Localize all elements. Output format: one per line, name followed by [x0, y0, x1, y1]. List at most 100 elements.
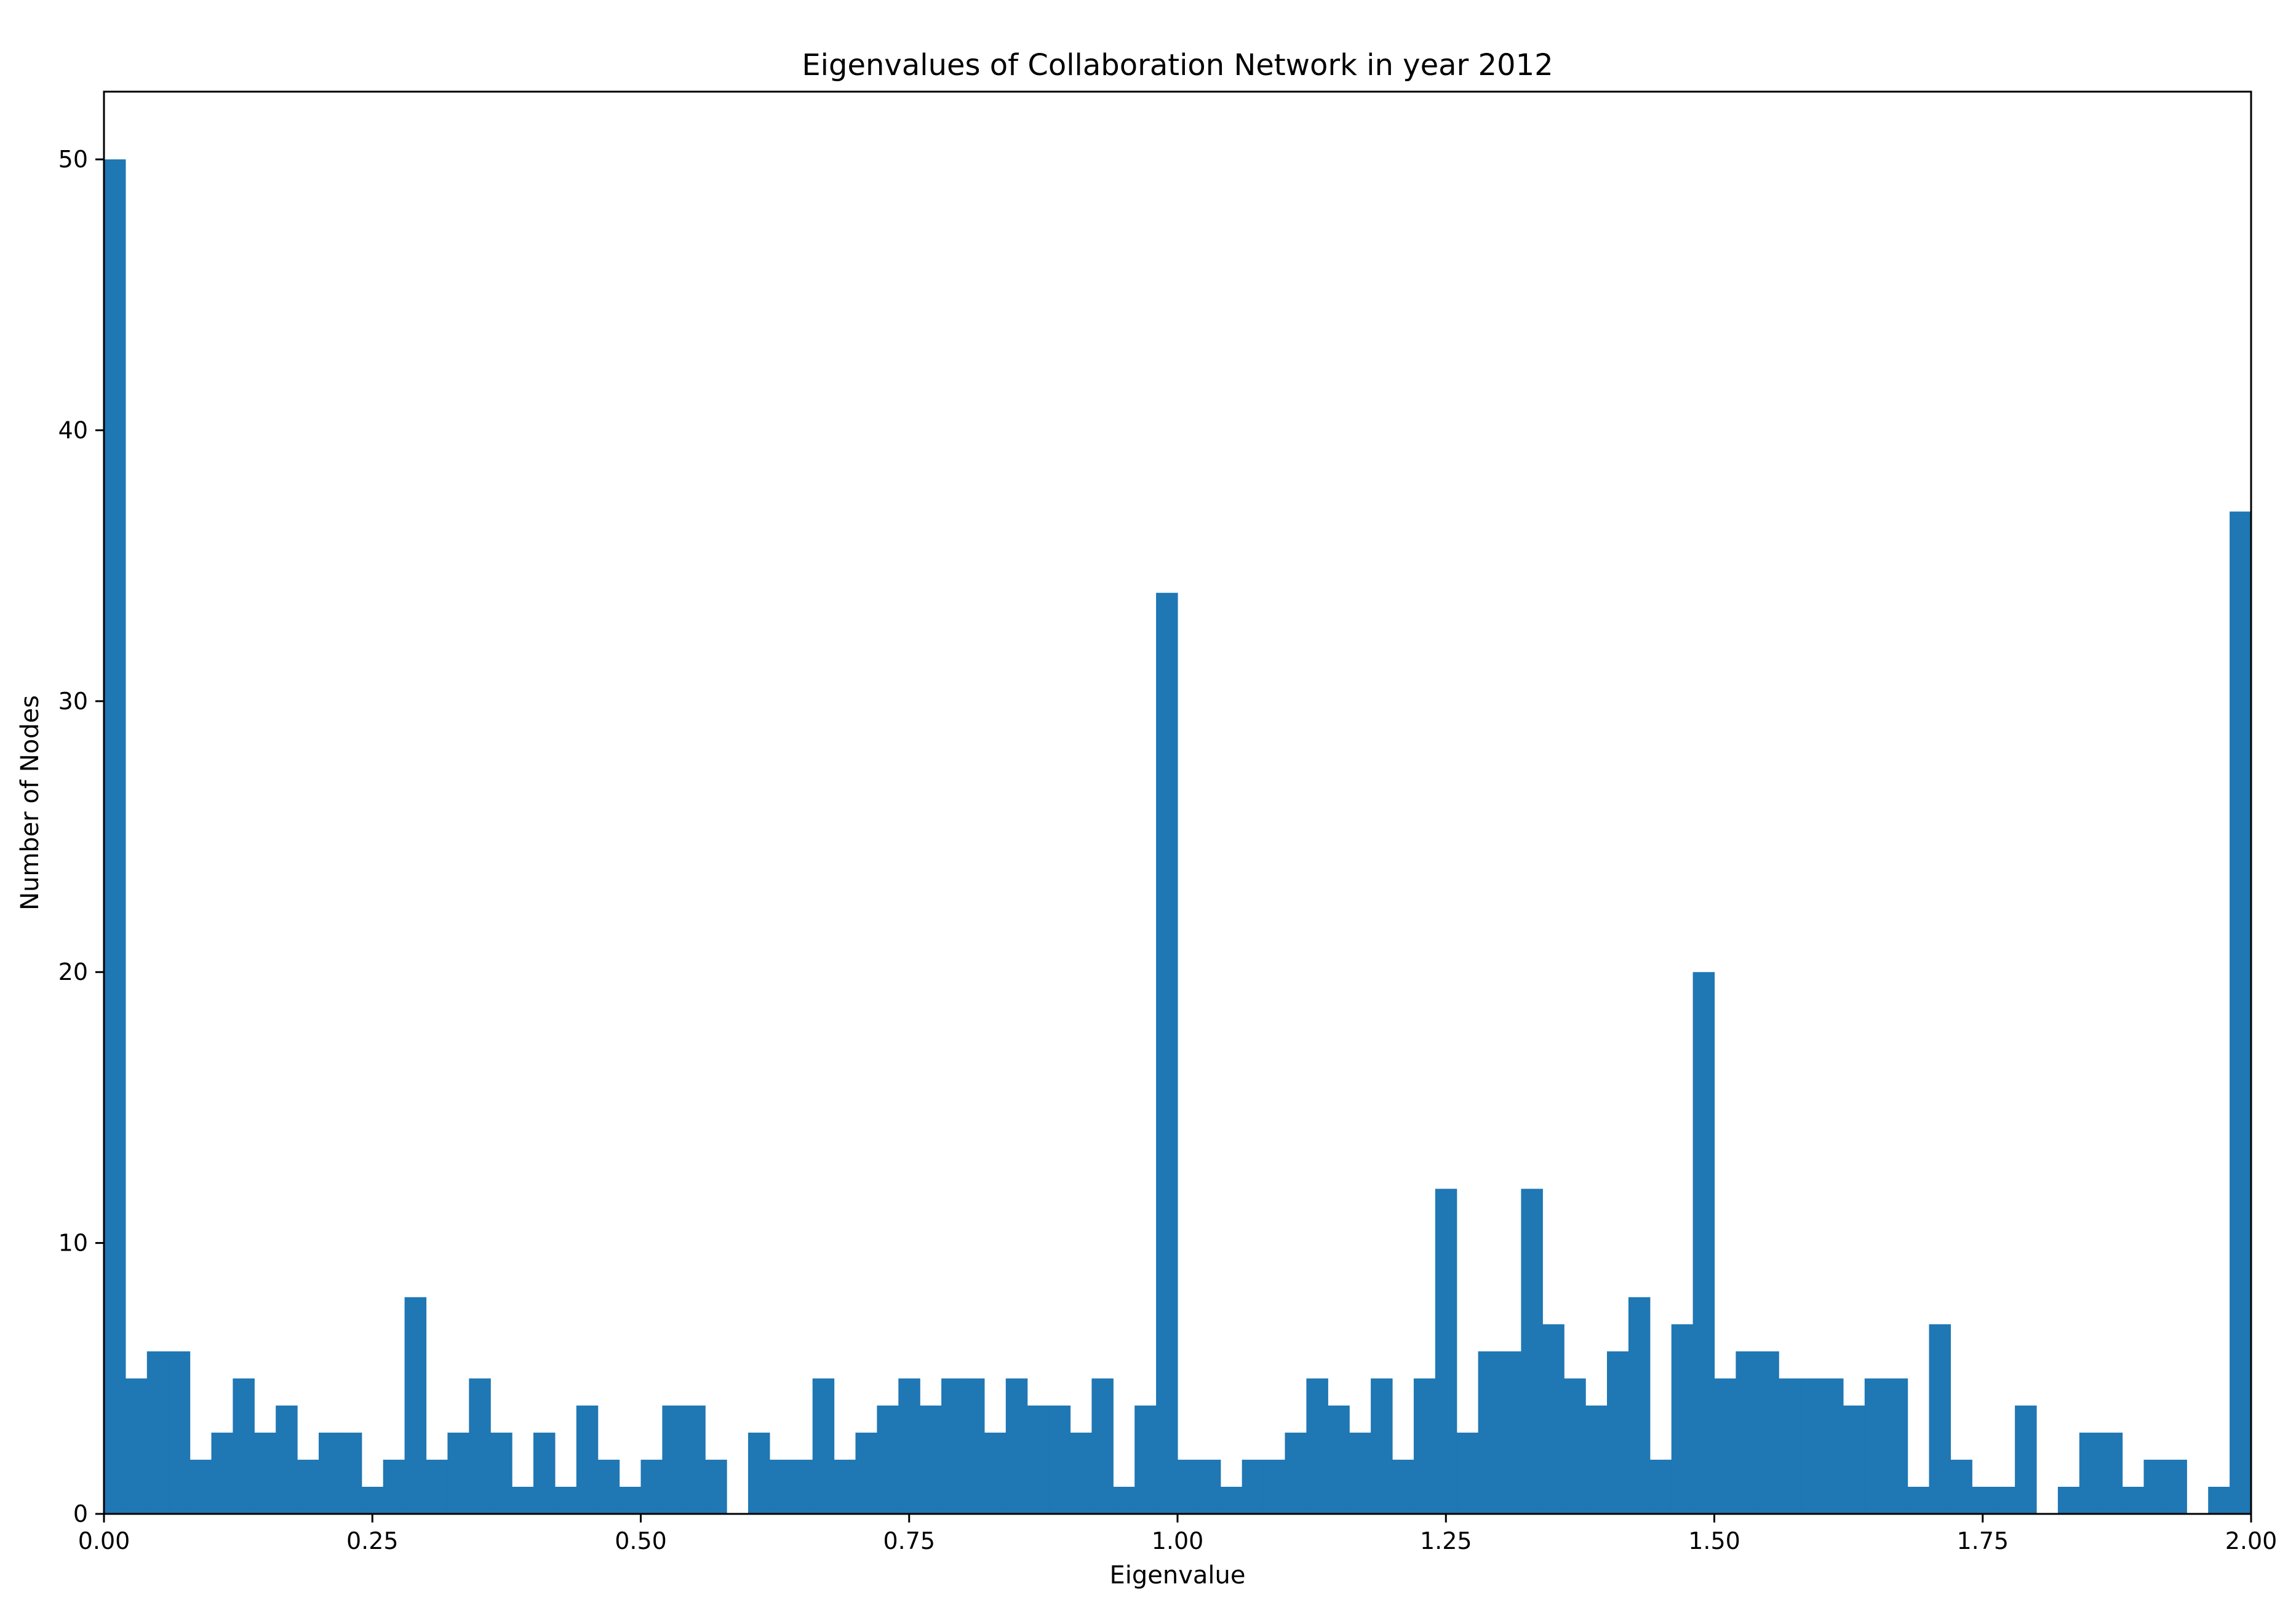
- x-tick-label: 0.50: [615, 1527, 667, 1554]
- histogram-bar: [1392, 1459, 1414, 1514]
- histogram-bar: [2057, 1486, 2080, 1514]
- histogram-bar: [834, 1459, 856, 1514]
- histogram-bar: [146, 1351, 169, 1514]
- histogram-bar: [2100, 1432, 2123, 1514]
- histogram-bar: [168, 1351, 191, 1514]
- histogram-bar: [1005, 1378, 1028, 1514]
- histogram-bar: [684, 1405, 706, 1514]
- x-tick-label: 1.75: [1956, 1527, 2009, 1554]
- histogram-bar: [1413, 1378, 1436, 1514]
- x-tick-label: 1.50: [1688, 1527, 1740, 1554]
- histogram-bar: [1285, 1432, 1307, 1514]
- x-axis-ticks: 0.00 0.25 0.50 0.75 1.00 1.25 1.50 1.75 2.00: [78, 1514, 2277, 1554]
- y-tick-label: 20: [58, 958, 88, 985]
- histogram-bar: [963, 1378, 985, 1514]
- histogram-bar: [404, 1297, 427, 1514]
- histogram-bars: [104, 159, 2252, 1514]
- histogram-bar: [898, 1378, 920, 1514]
- histogram-bar: [1156, 592, 1178, 1514]
- histogram-bar: [361, 1486, 384, 1514]
- histogram-bar: [576, 1405, 599, 1514]
- histogram-bar: [1714, 1378, 1736, 1514]
- histogram-bar: [1178, 1459, 1200, 1514]
- histogram-bar: [640, 1459, 663, 1514]
- histogram-bar: [1607, 1351, 1629, 1514]
- histogram-bar: [2079, 1432, 2102, 1514]
- histogram-bar: [1564, 1378, 1586, 1514]
- histogram-bar: [941, 1378, 963, 1514]
- histogram-bar: [2122, 1486, 2145, 1514]
- histogram-bar: [426, 1459, 448, 1514]
- histogram-bar: [1736, 1351, 1758, 1514]
- y-tick-label: 50: [58, 146, 88, 173]
- histogram-bar: [2208, 1486, 2230, 1514]
- histogram-bar: [276, 1405, 298, 1514]
- histogram-bar: [1950, 1459, 1972, 1514]
- histogram-bar: [984, 1432, 1006, 1514]
- histogram-bar: [1907, 1486, 1930, 1514]
- histogram-bar: [619, 1486, 642, 1514]
- histogram-bar: [2143, 1459, 2166, 1514]
- histogram-bar: [1435, 1188, 1457, 1514]
- x-tick-label: 1.25: [1420, 1527, 1472, 1554]
- histogram-bar: [2015, 1405, 2037, 1514]
- histogram-bar: [1263, 1459, 1286, 1514]
- histogram-bar: [1886, 1378, 1908, 1514]
- histogram-bar: [855, 1432, 877, 1514]
- histogram-bar: [1779, 1378, 1801, 1514]
- histogram-bar: [1478, 1351, 1501, 1514]
- histogram-bar: [1929, 1324, 1951, 1514]
- histogram-bar: [705, 1459, 727, 1514]
- histogram-bar: [512, 1486, 534, 1514]
- histogram-bar: [1757, 1351, 1779, 1514]
- histogram-bar: [189, 1459, 212, 1514]
- histogram-bar: [1800, 1378, 1822, 1514]
- histogram-bar: [1091, 1378, 1114, 1514]
- histogram-bar: [1070, 1432, 1092, 1514]
- y-axis-label: Number of Nodes: [16, 695, 44, 910]
- histogram-bar: [1628, 1297, 1651, 1514]
- histogram-bar: [1499, 1351, 1521, 1514]
- histogram-bar: [1027, 1405, 1050, 1514]
- chart-title: Eigenvalues of Collaboration Network in …: [802, 48, 1553, 82]
- histogram-bar: [104, 159, 126, 1514]
- histogram-bar: [1048, 1405, 1071, 1514]
- histogram-bar: [1521, 1188, 1543, 1514]
- histogram-bar: [920, 1405, 942, 1514]
- histogram-bar: [748, 1432, 770, 1514]
- histogram-bar: [877, 1405, 899, 1514]
- histogram-bar: [533, 1432, 556, 1514]
- histogram-bar: [1542, 1324, 1565, 1514]
- histogram-bar: [597, 1459, 620, 1514]
- histogram-bar: [1692, 972, 1715, 1514]
- x-tick-label: 1.00: [1152, 1527, 1204, 1554]
- histogram-bar: [340, 1432, 362, 1514]
- histogram-bar: [447, 1432, 469, 1514]
- x-tick-label: 0.00: [78, 1527, 130, 1554]
- histogram-bar: [1349, 1432, 1371, 1514]
- histogram-bar: [769, 1459, 792, 1514]
- histogram-bar: [1371, 1378, 1393, 1514]
- histogram-bar: [1306, 1378, 1328, 1514]
- y-axis-ticks: 0 10 20 30 40 50: [58, 146, 104, 1527]
- x-axis-label: Eigenvalue: [1110, 1561, 1246, 1590]
- histogram-bar: [383, 1459, 405, 1514]
- histogram-bar: [469, 1378, 491, 1514]
- histogram-bar: [1822, 1378, 1844, 1514]
- histogram-bar: [490, 1432, 512, 1514]
- histogram-bar: [812, 1378, 835, 1514]
- histogram-bar: [1198, 1459, 1221, 1514]
- histogram-bar: [1328, 1405, 1350, 1514]
- histogram-bar: [2165, 1459, 2187, 1514]
- histogram-bar: [1864, 1378, 1887, 1514]
- y-tick-label: 40: [58, 416, 88, 444]
- histogram-bar: [297, 1459, 319, 1514]
- histogram-bar: [319, 1432, 341, 1514]
- histogram-bar: [1113, 1486, 1135, 1514]
- histogram-bar: [125, 1378, 148, 1514]
- histogram-bar: [554, 1486, 577, 1514]
- histogram-bar: [1220, 1486, 1243, 1514]
- histogram-bar: [2230, 511, 2252, 1514]
- histogram-bar: [1649, 1459, 1672, 1514]
